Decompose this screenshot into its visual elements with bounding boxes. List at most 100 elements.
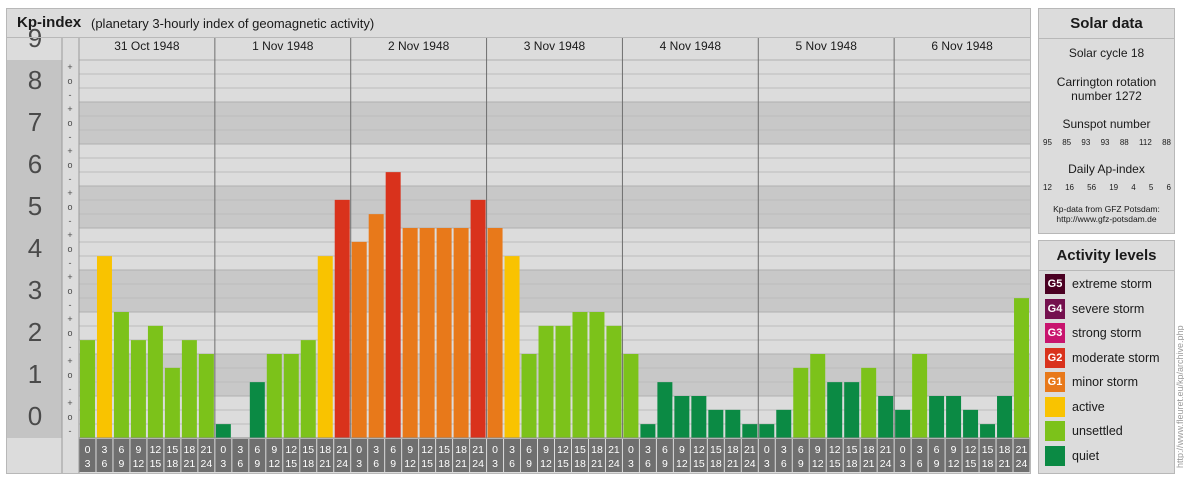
- time-start-label: 18: [727, 444, 739, 456]
- time-cell: [996, 439, 1013, 472]
- y-tick-label: 8: [28, 65, 42, 95]
- grid-band: [79, 354, 1030, 396]
- time-start-label: 12: [557, 444, 569, 456]
- time-cell: [368, 439, 385, 472]
- time-cell: [775, 439, 792, 472]
- time-end-label: 15: [557, 458, 569, 470]
- time-cell: [571, 439, 588, 472]
- kp-bar: [912, 354, 928, 438]
- kp-bar: [215, 424, 231, 438]
- time-start-label: 12: [150, 444, 162, 456]
- time-end-label: 6: [373, 458, 379, 470]
- watermark-text: http://www.fleuret.eu/kp/archive.php: [1175, 325, 1184, 468]
- time-end-label: 21: [184, 458, 196, 470]
- sunspot-label: Sunspot number: [1062, 117, 1151, 131]
- time-start-label: 15: [438, 444, 450, 456]
- kp-bar: [657, 382, 673, 438]
- kp-bar: [283, 354, 299, 438]
- sub-tick-label: -: [69, 132, 72, 142]
- activity-level-item: G3 strong storm: [1045, 323, 1141, 343]
- time-start-label: 15: [167, 444, 179, 456]
- time-start-label: 0: [900, 444, 906, 456]
- kp-bar: [810, 354, 826, 438]
- day-label: 5 Nov 1948: [796, 39, 858, 53]
- activity-level-label: active: [1072, 399, 1105, 414]
- time-cell: [962, 439, 979, 472]
- kp-bar: [793, 367, 809, 438]
- activity-level-swatch: [1045, 445, 1065, 466]
- time-end-label: 24: [1016, 458, 1028, 470]
- time-start-label: 9: [271, 444, 277, 456]
- time-start-label: 21: [472, 444, 484, 456]
- time-cell: [79, 439, 96, 472]
- activity-level-label: severe storm: [1072, 301, 1145, 316]
- carrington-label: Carrington rotation: [1056, 75, 1157, 89]
- watermark: http://www.fleuret.eu/kp/archive.php: [1175, 325, 1184, 468]
- time-end-label: 9: [526, 458, 532, 470]
- kp-bar: [402, 228, 418, 438]
- kp-bar: [266, 354, 282, 438]
- time-start-label: 9: [679, 444, 685, 456]
- sub-tick-label: +: [67, 188, 72, 198]
- sub-tick-label: -: [69, 258, 72, 268]
- kp-bar: [419, 228, 435, 438]
- activity-level-label: moderate storm: [1072, 350, 1160, 365]
- solar-data-panel: Solar data Solar cycle 18 Carrington rot…: [1038, 8, 1175, 234]
- time-end-label: 3: [220, 458, 226, 470]
- chart-title-bar: Kp-index (planetary 3-hourly index of ge…: [7, 9, 1030, 38]
- time-cell: [690, 439, 707, 472]
- time-end-label: 12: [133, 458, 145, 470]
- time-start-label: 12: [965, 444, 977, 456]
- time-cell: [588, 439, 605, 472]
- time-start-label: 18: [455, 444, 467, 456]
- time-end-label: 3: [900, 458, 906, 470]
- time-start-label: 0: [628, 444, 634, 456]
- ap-index-values: 12 16 56 19 4 5 6: [1043, 183, 1171, 192]
- time-start-label: 3: [917, 444, 923, 456]
- ap-value: 6: [1166, 183, 1171, 192]
- time-cell: [419, 439, 436, 472]
- activity-level-label: quiet: [1072, 448, 1100, 463]
- y-tick-label: 6: [28, 149, 42, 179]
- time-start-label: 3: [102, 444, 108, 456]
- time-cell: [130, 439, 147, 472]
- time-start-label: 18: [863, 444, 875, 456]
- kp-bar: [963, 409, 979, 438]
- activity-level-item: G1 minor storm: [1045, 372, 1138, 392]
- time-end-label: 3: [492, 458, 498, 470]
- time-start-label: 12: [285, 444, 297, 456]
- time-start-label: 18: [184, 444, 196, 456]
- sub-tick-label: o: [67, 370, 72, 380]
- time-end-label: 24: [880, 458, 892, 470]
- kp-bar: [929, 396, 945, 438]
- time-start-label: 15: [710, 444, 722, 456]
- time-start-label: 3: [237, 444, 243, 456]
- time-end-label: 12: [268, 458, 280, 470]
- sub-tick-label: o: [67, 76, 72, 86]
- sub-tick-label: +: [67, 398, 72, 408]
- sub-tick-label: o: [67, 160, 72, 170]
- kp-bar: [538, 325, 554, 438]
- time-end-label: 6: [781, 458, 787, 470]
- kp-bar: [827, 382, 843, 438]
- time-end-label: 18: [302, 458, 314, 470]
- time-start-label: 21: [880, 444, 892, 456]
- time-end-label: 24: [201, 458, 213, 470]
- time-end-label: 6: [237, 458, 243, 470]
- time-start-label: 18: [999, 444, 1011, 456]
- time-cell: [300, 439, 317, 472]
- kp-bar: [572, 312, 588, 438]
- time-cell: [317, 439, 334, 472]
- time-end-label: 3: [764, 458, 770, 470]
- kp-bar: [997, 396, 1013, 438]
- time-cell: [538, 439, 554, 472]
- kp-bar: [198, 354, 214, 438]
- kp-bar: [96, 256, 112, 438]
- time-end-label: 24: [336, 458, 348, 470]
- sub-tick-label: -: [69, 174, 72, 184]
- activity-level-swatch: G3: [1045, 323, 1065, 343]
- sunspot-value: 95: [1043, 138, 1052, 147]
- time-end-label: 9: [934, 458, 940, 470]
- sub-tick-label: -: [69, 426, 72, 436]
- time-end-label: 24: [472, 458, 484, 470]
